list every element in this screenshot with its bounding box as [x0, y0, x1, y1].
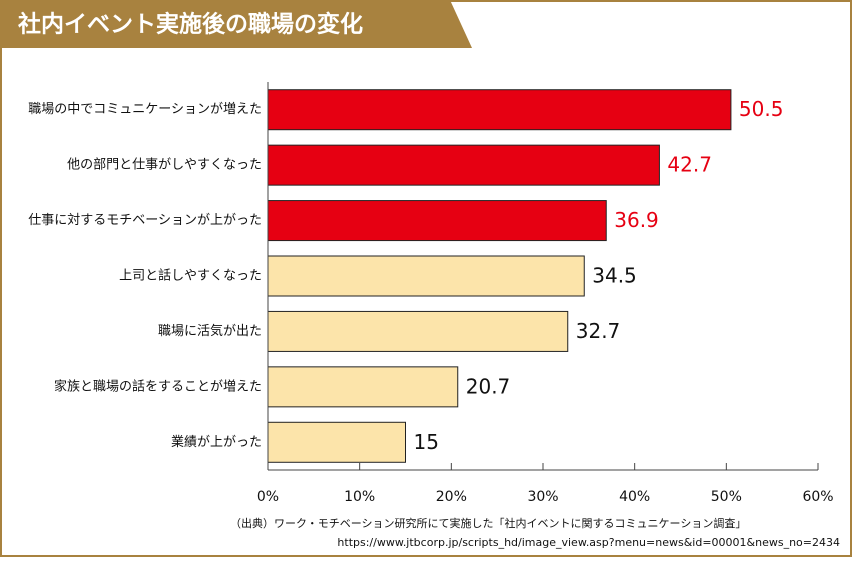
x-tick-label: 0%: [257, 489, 279, 505]
bar: [267, 89, 732, 131]
bar: [267, 310, 569, 352]
bar: [267, 421, 406, 463]
x-tick-label: 50%: [711, 489, 742, 505]
bar: [267, 144, 660, 186]
category-label: 業績が上がった: [171, 434, 262, 450]
source: （出典）ワーク・モチベーション研究所にて実施した「社内イベントに関するコミュニケ…: [230, 516, 746, 530]
category-label: 職場に活気が出た: [158, 323, 262, 339]
category-label: 上司と話しやすくなった: [119, 268, 262, 284]
x-tick-label: 60%: [802, 489, 833, 505]
category-label: 仕事に対するモチベーションが上がった: [28, 213, 262, 228]
category-label: 職場の中でコミュニケーションが増えた: [28, 102, 262, 117]
value-label: 34.5: [592, 264, 637, 288]
value-label: 15: [414, 430, 439, 454]
bar: [267, 366, 459, 408]
x-tick-label: 20%: [436, 489, 467, 505]
category-label: 他の部門と仕事がしやすくなった: [67, 158, 262, 173]
bar: [267, 200, 607, 242]
value-label: 20.7: [466, 374, 511, 398]
value-label: 42.7: [667, 153, 712, 177]
value-label: 50.5: [739, 97, 784, 121]
source-url: https://www.jtbcorp.jp/scripts_hd/image_…: [337, 536, 840, 549]
x-tick-label: 40%: [619, 489, 650, 505]
x-tick-label: 30%: [527, 489, 558, 505]
title-banner: [0, 0, 472, 48]
bar: [267, 255, 585, 297]
x-tick-label: 10%: [344, 489, 375, 505]
chart-title: 社内イベント実施後の職場の変化: [18, 11, 363, 38]
value-label: 36.9: [614, 208, 659, 232]
category-label: 家族と職場の話をすることが増えた: [54, 378, 262, 394]
value-label: 32.7: [576, 319, 621, 343]
